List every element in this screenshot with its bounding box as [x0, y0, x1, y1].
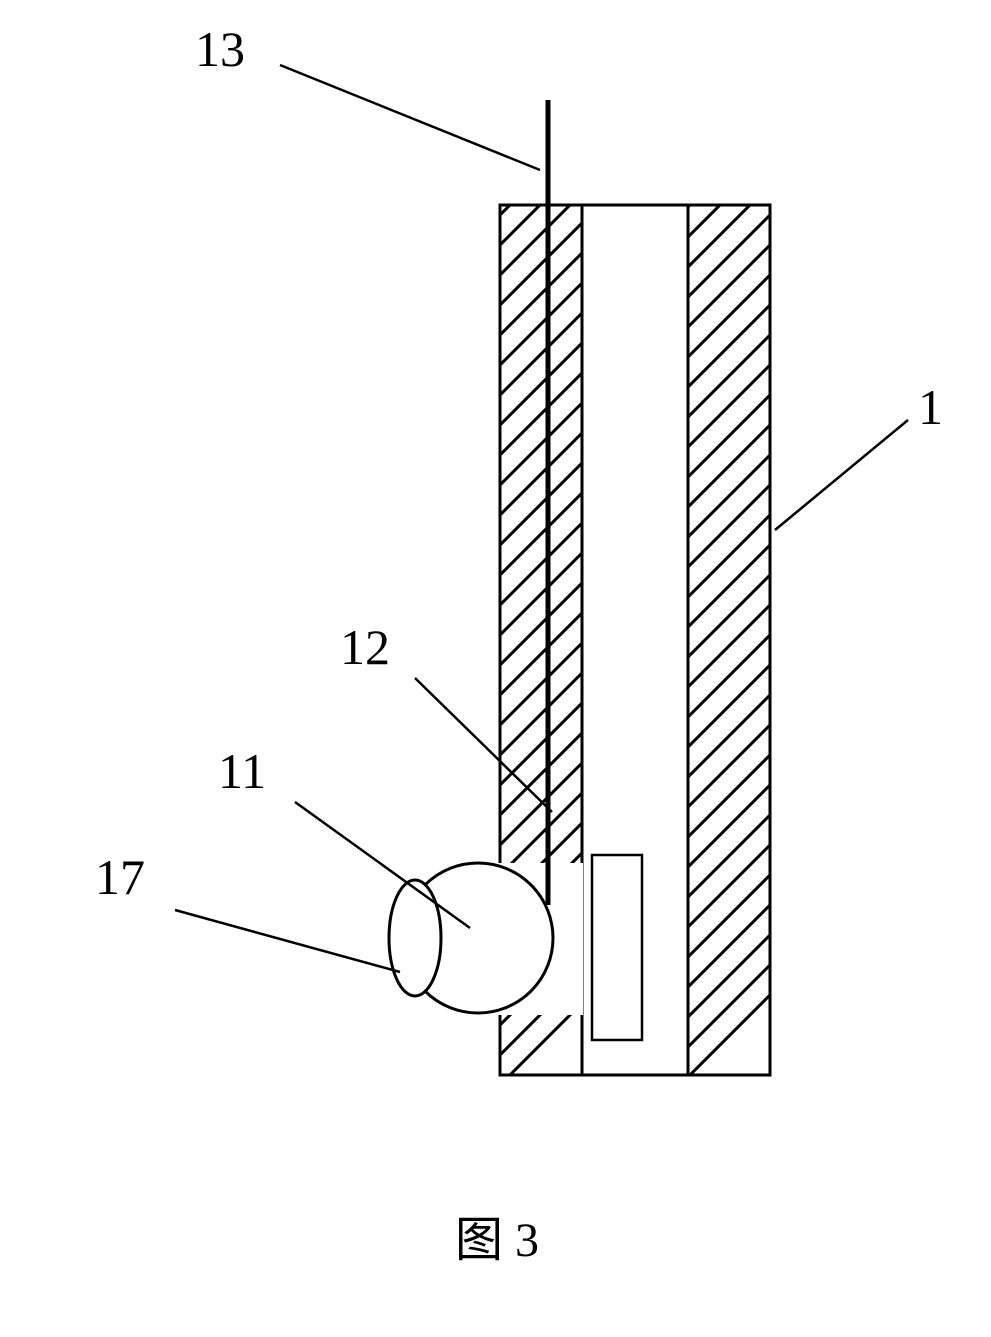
label-13: 13: [195, 20, 245, 78]
label-12: 12: [340, 618, 390, 676]
label-17: 17: [95, 848, 145, 906]
leader-17: [175, 910, 400, 972]
inner-tab: [592, 855, 642, 1040]
cap-part: [389, 880, 441, 996]
label-1: 1: [918, 378, 943, 436]
diagram-container: 13 1 12 11 17 图 3: [0, 0, 991, 1332]
leader-11: [295, 802, 470, 928]
leader-1: [775, 420, 908, 530]
leader-13: [280, 65, 540, 170]
diagram-svg: [0, 0, 991, 1332]
figure-caption: 图 3: [455, 1200, 539, 1270]
label-11: 11: [218, 742, 266, 800]
